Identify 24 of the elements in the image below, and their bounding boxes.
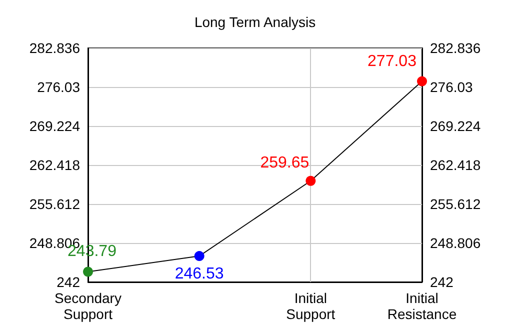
y2-tick-label: 269.224 [430,118,481,134]
y-tick-label: 255.612 [29,196,80,212]
y2-tick-label: 282.836 [430,40,481,56]
x-tick-label: Initial Resistance [387,290,457,322]
y-tick-label: 242 [56,274,80,290]
x-tick-label: Secondary Support [54,290,122,322]
y2-tick-label: 242 [430,274,454,290]
y2-tick-label: 262.418 [430,157,481,173]
y2-tick-label: 255.612 [430,196,481,212]
point [83,266,93,277]
y2-tick-label: 248.806 [430,235,481,251]
point [417,76,427,86]
x-tick-label: Initial Support [286,290,336,322]
y-tick-label: 262.418 [29,157,80,173]
y2-tick-label: 276.03 [430,79,474,95]
data-label: 277.03 [368,52,417,70]
y-tick-label: 282.836 [29,40,80,56]
data-label: 246.53 [174,266,224,283]
point [194,251,204,262]
data-label: 259.65 [260,154,310,172]
chart-title: Long Term Analysis [194,14,316,30]
y-tick-label: 269.224 [29,118,80,134]
point [306,176,316,186]
y-tick-label: 276.03 [37,79,80,95]
